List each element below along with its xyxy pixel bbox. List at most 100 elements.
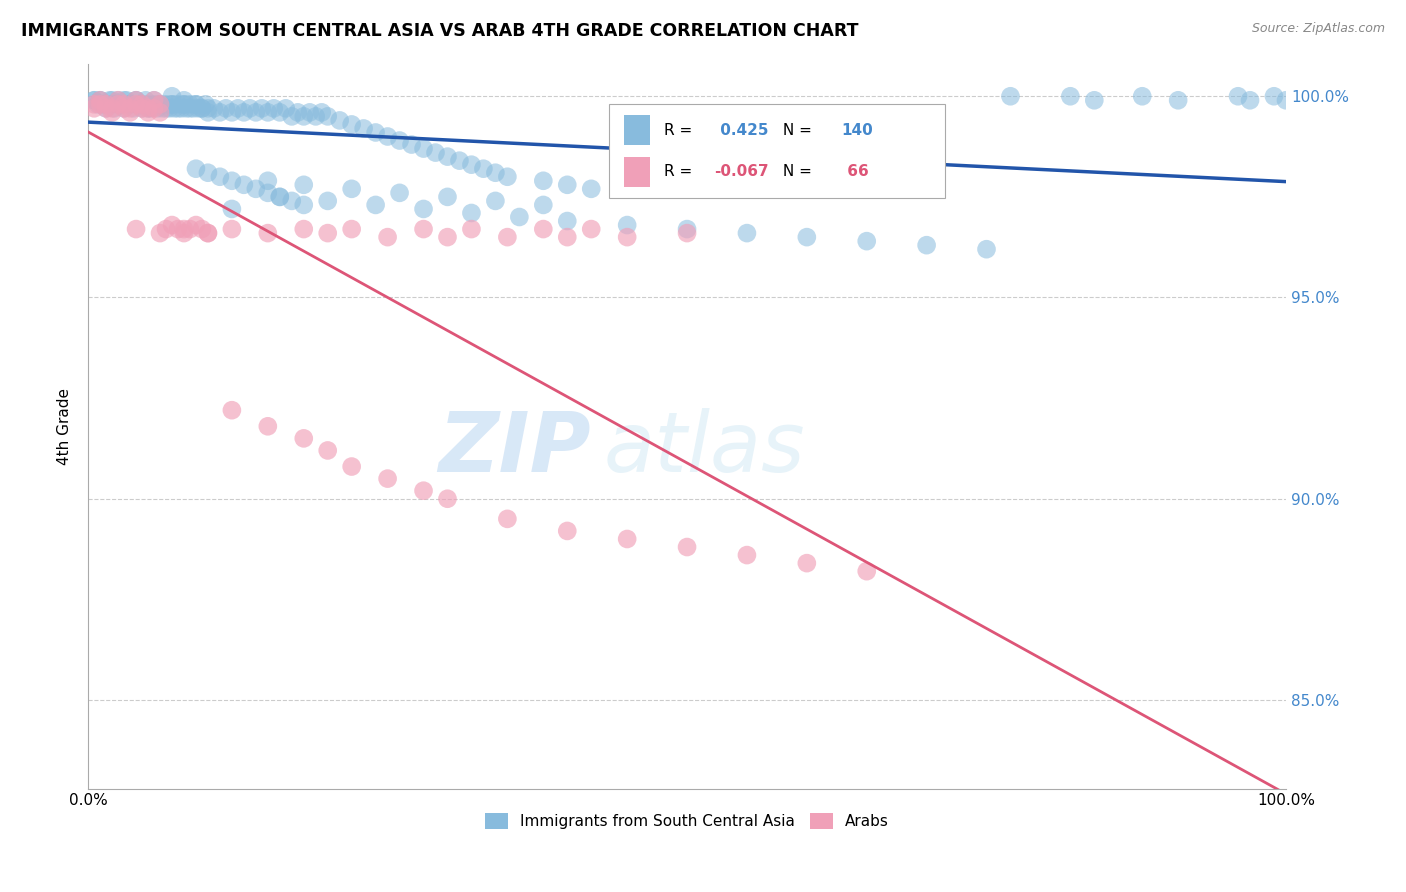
Point — [155, 101, 177, 115]
Point — [125, 93, 148, 107]
Point — [581, 222, 603, 236]
Point — [184, 97, 207, 112]
Point — [281, 109, 304, 123]
Point — [292, 178, 315, 192]
Point — [555, 524, 578, 538]
Point — [855, 234, 877, 248]
Point — [155, 97, 177, 112]
Point — [194, 97, 217, 112]
Point — [239, 101, 262, 115]
Point — [292, 109, 315, 123]
Point — [484, 194, 506, 208]
Point — [412, 202, 434, 216]
Point — [167, 101, 190, 115]
Point — [555, 230, 578, 244]
Text: atlas: atlas — [603, 408, 804, 489]
Point — [298, 105, 321, 120]
Point — [131, 97, 153, 112]
Point — [531, 198, 554, 212]
Point — [555, 178, 578, 192]
Point — [197, 166, 219, 180]
Point — [183, 101, 205, 115]
Point — [176, 101, 198, 115]
Point — [735, 548, 758, 562]
Point — [170, 101, 193, 115]
Point — [107, 97, 129, 112]
Point — [221, 222, 243, 236]
Text: R =: R = — [664, 164, 697, 179]
Point — [676, 540, 699, 554]
Point — [184, 218, 207, 232]
Point — [173, 222, 195, 236]
Text: ZIP: ZIP — [439, 408, 592, 489]
Point — [388, 134, 411, 148]
Point — [1000, 89, 1022, 103]
Text: IMMIGRANTS FROM SOUTH CENTRAL ASIA VS ARAB 4TH GRADE CORRELATION CHART: IMMIGRANTS FROM SOUTH CENTRAL ASIA VS AR… — [21, 22, 859, 40]
Point — [83, 93, 105, 107]
Point — [173, 93, 195, 107]
Text: 66: 66 — [842, 164, 869, 179]
Point — [136, 97, 159, 112]
Point — [152, 101, 174, 115]
Point — [269, 105, 291, 120]
Point — [531, 174, 554, 188]
Point — [167, 97, 190, 112]
Point — [191, 101, 214, 115]
Text: R =: R = — [664, 123, 697, 137]
Point — [364, 198, 387, 212]
Point — [107, 97, 129, 112]
Point — [292, 198, 315, 212]
Point — [425, 145, 447, 160]
Point — [120, 97, 142, 112]
Point — [149, 226, 172, 240]
Point — [340, 222, 363, 236]
Point — [245, 182, 267, 196]
FancyBboxPatch shape — [624, 156, 650, 187]
Point — [191, 222, 214, 236]
Point — [401, 137, 423, 152]
Point — [197, 105, 219, 120]
Point — [274, 101, 297, 115]
Point — [353, 121, 375, 136]
Point — [496, 169, 519, 184]
Point — [135, 93, 157, 107]
Point — [112, 101, 135, 115]
Point — [256, 105, 278, 120]
Point — [208, 105, 231, 120]
Point — [256, 419, 278, 434]
Point — [103, 101, 125, 115]
Text: 0.425: 0.425 — [714, 123, 768, 137]
Point — [191, 101, 214, 115]
Point — [329, 113, 352, 128]
Point — [496, 512, 519, 526]
FancyBboxPatch shape — [609, 103, 945, 198]
Point — [1130, 89, 1153, 103]
Point — [83, 93, 105, 107]
Point — [125, 222, 148, 236]
Point — [256, 226, 278, 240]
Point — [676, 226, 699, 240]
Point — [125, 93, 148, 107]
Point — [1083, 93, 1105, 107]
Point — [98, 93, 121, 107]
Point — [139, 101, 162, 115]
Point — [173, 97, 195, 112]
Point — [1167, 93, 1189, 107]
Point — [508, 210, 530, 224]
Point — [125, 97, 148, 112]
Point — [1275, 93, 1298, 107]
Point — [412, 483, 434, 498]
Point — [94, 97, 117, 112]
Point — [94, 101, 117, 115]
Point — [179, 97, 201, 112]
Point — [364, 126, 387, 140]
Point — [263, 101, 285, 115]
Point — [159, 101, 181, 115]
Point — [89, 93, 111, 107]
Point — [581, 182, 603, 196]
Point — [269, 190, 291, 204]
Point — [136, 101, 159, 115]
Point — [616, 230, 638, 244]
Point — [555, 214, 578, 228]
Point — [94, 101, 117, 115]
